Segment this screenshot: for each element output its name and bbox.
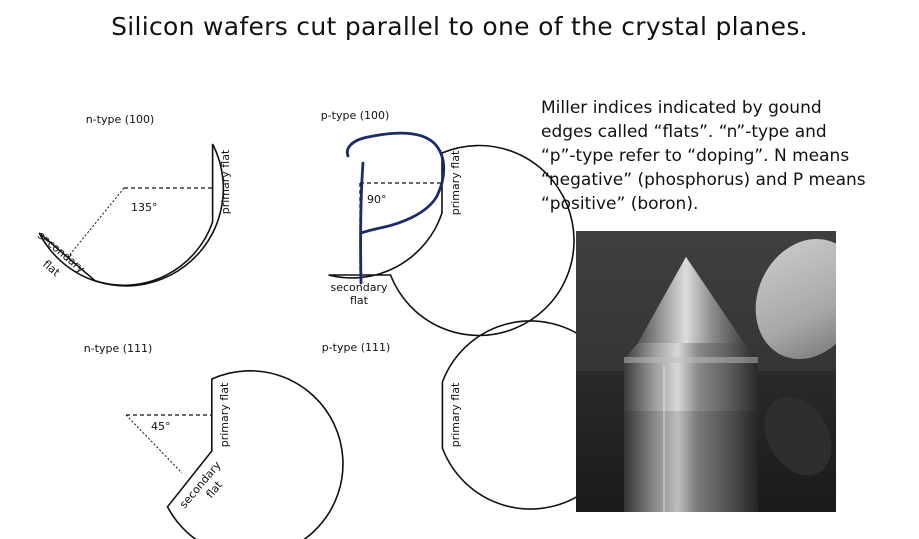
wafer-outline xyxy=(328,144,575,337)
primary-flat-label: primary flat xyxy=(218,382,231,447)
handwritten-p-annotation xyxy=(345,131,446,285)
wafer-outline xyxy=(38,143,225,287)
slide-title: Silicon wafers cut parallel to one of th… xyxy=(111,12,808,41)
reference-line xyxy=(67,187,125,258)
wafer-outline xyxy=(166,370,344,539)
description-line: “negative” (phosphorus) and P means xyxy=(541,170,866,190)
wafer-label: n-type (111) xyxy=(84,342,153,355)
primary-flat-label: primary flat xyxy=(449,150,462,215)
secondary-flat-label: secondary xyxy=(330,281,387,294)
wafer-label: n-type (100) xyxy=(86,113,155,126)
angle-label: 45° xyxy=(151,420,171,433)
secondary-flat-label: flat xyxy=(350,294,369,307)
wafer-n-type-111: n-type (111) 45° primary flat secondary … xyxy=(84,342,344,539)
primary-flat-label: primary flat xyxy=(219,149,232,214)
wafer-disc-image xyxy=(755,238,836,360)
description-text: Miller indices indicated by gound edges … xyxy=(541,96,913,216)
wafer-label: p-type (111) xyxy=(322,341,391,354)
angle-label: 135° xyxy=(131,201,158,214)
angle-label: 90° xyxy=(367,193,387,206)
wafer-n-type-100: n-type (100) 135° primary flat secondary… xyxy=(35,113,232,287)
primary-flat-label: primary flat xyxy=(449,382,462,447)
description-line: edges called “flats”. “n”-type and xyxy=(541,122,827,142)
reference-line xyxy=(125,414,183,474)
description-line: “positive” (boron). xyxy=(541,194,699,214)
silicon-ingot-photo xyxy=(576,231,836,512)
wafer-p-type-100: p-type (100) 90° primary flat secondary … xyxy=(321,109,575,337)
description-line: Miller indices indicated by gound xyxy=(541,98,822,118)
description-line: “p”-type refer to “doping”. N means xyxy=(541,146,850,166)
wafer-label: p-type (100) xyxy=(321,109,390,122)
